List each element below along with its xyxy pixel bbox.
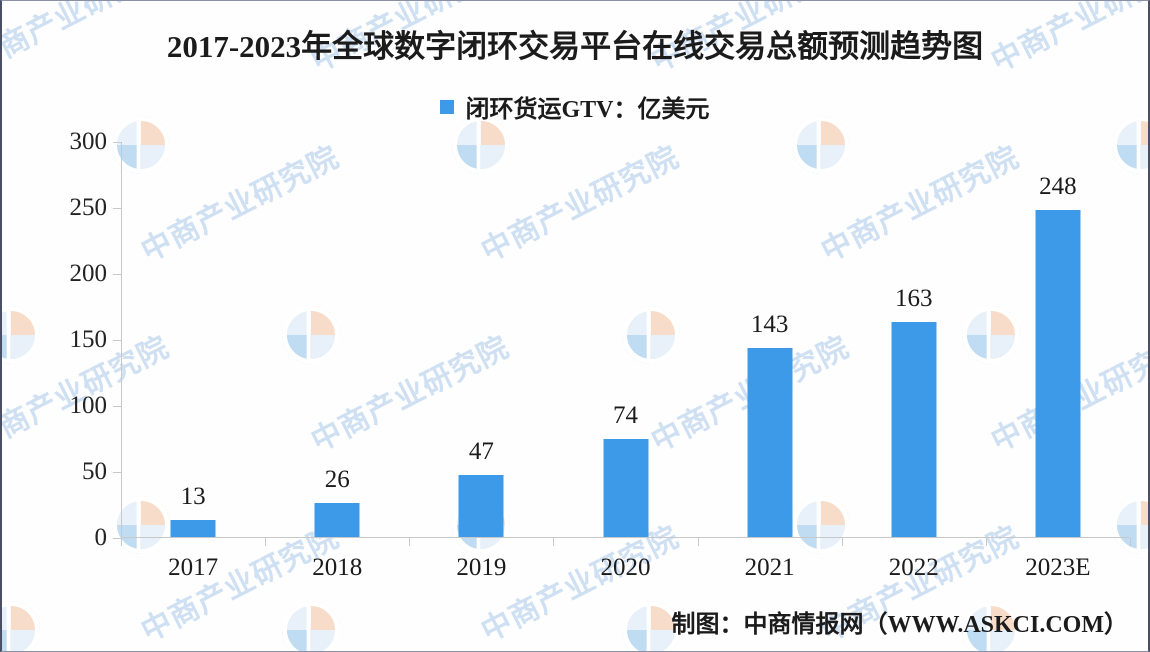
x-axis-tick xyxy=(553,538,555,546)
x-axis-category-label: 2017 xyxy=(168,554,219,581)
y-axis-tick-label: 150 xyxy=(69,326,108,353)
legend-label: 闭环货运GTV：亿美元 xyxy=(465,97,710,123)
x-axis-category-label: 2021 xyxy=(744,554,795,581)
y-axis-tick xyxy=(113,274,121,275)
y-axis-tick xyxy=(113,538,121,539)
x-axis-tick xyxy=(841,538,843,546)
x-axis-category-label: 2019 xyxy=(456,554,507,581)
y-axis-tick-label: 0 xyxy=(94,524,108,551)
legend-swatch-icon xyxy=(440,99,455,114)
y-axis-tick xyxy=(113,142,121,143)
chart-credit: 制图：中商情报网（WWW.ASKCI.COM） xyxy=(671,612,1128,638)
plot-area: 0 50 100 150 200 250 300 13 26 47 74 143 163 248 xyxy=(70,128,1131,551)
bar xyxy=(1035,209,1081,537)
bar xyxy=(458,474,504,537)
y-axis-tick-label: 300 xyxy=(69,128,108,155)
bar-value-label: 248 xyxy=(1039,172,1077,200)
y-axis-tick xyxy=(113,472,121,473)
y-axis-tick-label: 50 xyxy=(82,458,107,485)
y-axis-line xyxy=(121,142,122,538)
x-axis-category-label: 2022 xyxy=(888,554,939,581)
bar-value-label: 47 xyxy=(468,437,494,465)
y-axis-tick xyxy=(113,208,121,209)
x-axis-line xyxy=(121,537,1130,538)
bar-value-label: 163 xyxy=(895,284,933,312)
x-axis-tick xyxy=(409,538,411,546)
chart-title: 2017-2023年全球数字闭环交易平台在线交易总额预测趋势图 xyxy=(166,29,984,64)
chart-legend: 闭环货运GTV：亿美元 xyxy=(2,89,1148,124)
bar xyxy=(747,348,793,537)
x-axis-tick xyxy=(265,538,267,546)
y-axis-tick-label: 200 xyxy=(69,260,108,287)
x-axis-tick xyxy=(1130,538,1131,546)
x-axis-tick xyxy=(985,538,987,546)
bar-value-label: 26 xyxy=(324,465,350,493)
y-axis-tick-label: 100 xyxy=(69,392,108,419)
x-axis-labels: 2017 2018 2019 2020 2021 2022 2023E xyxy=(121,546,1130,586)
bar xyxy=(603,439,648,537)
x-axis-category-label: 2023E xyxy=(1025,554,1091,581)
x-axis-tick xyxy=(121,538,122,546)
x-axis-category-label: 2018 xyxy=(312,554,363,581)
bar xyxy=(170,519,216,537)
x-axis-tick xyxy=(697,538,699,546)
bar xyxy=(891,321,937,537)
x-axis-category-label: 2020 xyxy=(600,554,651,581)
y-axis-tick xyxy=(113,340,121,341)
y-axis-tick xyxy=(113,406,121,407)
bar xyxy=(314,502,360,537)
bar-value-label: 74 xyxy=(613,402,638,430)
y-axis-tick-label: 250 xyxy=(69,194,108,221)
bar-value-label: 143 xyxy=(750,311,789,339)
bar-value-label: 13 xyxy=(180,482,206,510)
